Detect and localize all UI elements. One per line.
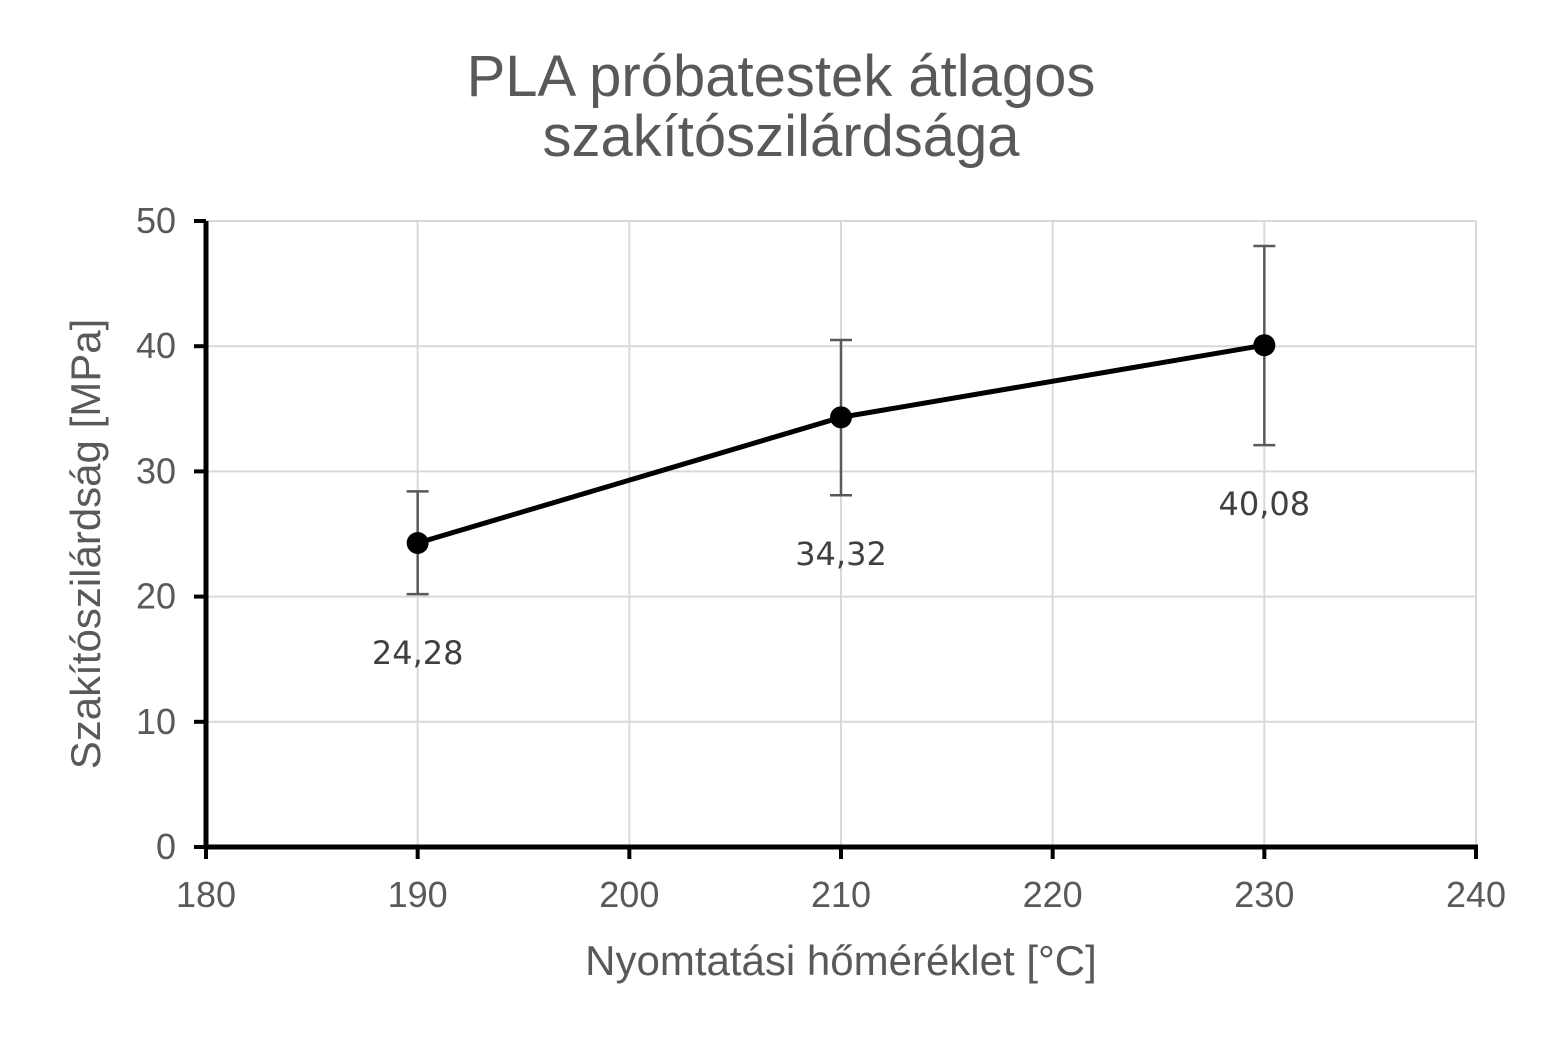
- y-tick-label-0: 0: [156, 826, 176, 867]
- data-point-210: [830, 406, 852, 429]
- y-tick-label-40: 40: [136, 325, 176, 366]
- x-tick-label-230: 230: [1234, 874, 1294, 915]
- series: [406, 334, 1276, 555]
- tick-labels: 0 10 20 30 40 50 180 190 200 210 220 230 240: [136, 200, 1506, 915]
- y-tick-label-20: 20: [136, 576, 176, 617]
- chart-title-line-2: szakítószilárdsága: [542, 104, 1020, 169]
- x-tick-label-210: 210: [811, 874, 871, 915]
- gridlines: [206, 220, 1477, 847]
- x-tick-label-240: 240: [1446, 874, 1506, 915]
- x-tick-label-200: 200: [599, 874, 659, 915]
- data-label-230: 40,08: [1219, 485, 1311, 523]
- data-labels: 24,28 34,32 40,08: [372, 485, 1310, 672]
- x-tick-label-180: 180: [176, 874, 236, 915]
- data-label-210: 34,32: [795, 535, 887, 573]
- y-tick-label-10: 10: [136, 701, 176, 742]
- data-point-190: [406, 532, 429, 555]
- y-tick-label-30: 30: [136, 450, 176, 491]
- data-point-230: [1253, 334, 1276, 357]
- y-axis-title: Szakítószilárdság [MPa]: [62, 319, 109, 770]
- x-tick-label-190: 190: [388, 874, 448, 915]
- y-tick-label-50: 50: [136, 200, 176, 241]
- chart-title-line-1: PLA próbatestek átlagos: [467, 44, 1096, 109]
- x-axis-title: Nyomtatási hőméréklet [°C]: [585, 937, 1097, 984]
- x-tick-label-220: 220: [1023, 874, 1083, 915]
- chart-title: PLA próbatestek átlagosszakítószilárdság…: [467, 44, 1096, 169]
- data-label-190: 24,28: [372, 634, 464, 672]
- axes: [194, 219, 1478, 859]
